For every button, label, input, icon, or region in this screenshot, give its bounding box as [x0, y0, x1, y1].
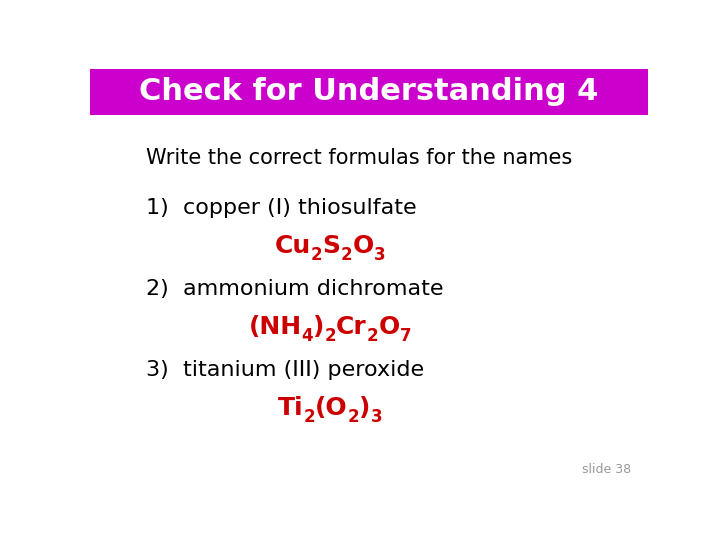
Text: 2: 2 [325, 327, 336, 345]
Text: Write the correct formulas for the names: Write the correct formulas for the names [145, 148, 572, 168]
Text: ): ) [359, 396, 371, 420]
Text: 2: 2 [348, 408, 359, 426]
Text: (NH: (NH [248, 315, 302, 339]
Text: 3: 3 [374, 246, 385, 264]
Text: O: O [379, 315, 400, 339]
Text: slide 38: slide 38 [582, 463, 631, 476]
Text: 2: 2 [367, 327, 379, 345]
Text: Cu: Cu [275, 234, 311, 258]
Text: Ti: Ti [278, 396, 303, 420]
Text: 2)  ammonium dichromate: 2) ammonium dichromate [145, 279, 444, 299]
Text: 7: 7 [400, 327, 411, 345]
Text: (O: (O [315, 396, 348, 420]
Text: 3)  titanium (III) peroxide: 3) titanium (III) peroxide [145, 360, 424, 380]
Text: 2: 2 [311, 246, 323, 264]
FancyBboxPatch shape [90, 69, 648, 114]
Text: ): ) [313, 315, 325, 339]
Text: S: S [323, 234, 341, 258]
Text: 3: 3 [371, 408, 382, 426]
Text: Check for Understanding 4: Check for Understanding 4 [139, 77, 599, 106]
Text: 1)  copper (I) thiosulfate: 1) copper (I) thiosulfate [145, 198, 416, 218]
Text: 2: 2 [341, 246, 352, 264]
Text: 2: 2 [303, 408, 315, 426]
Text: Cr: Cr [336, 315, 367, 339]
Text: 4: 4 [302, 327, 313, 345]
Text: O: O [352, 234, 374, 258]
